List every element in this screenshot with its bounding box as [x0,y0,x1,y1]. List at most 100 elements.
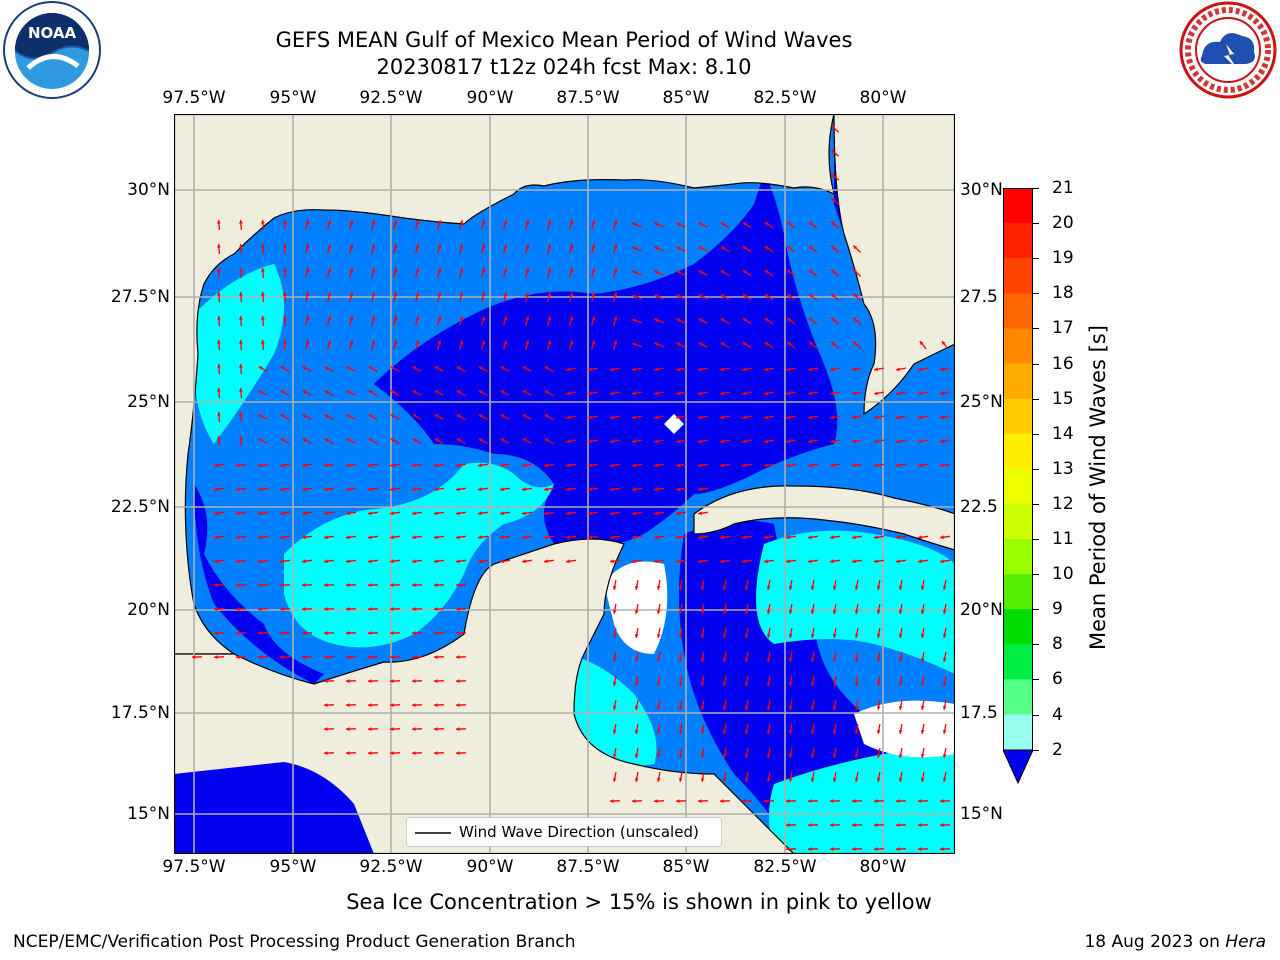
wind-wave-arrow [631,415,643,420]
wind-wave-arrow [653,487,665,492]
wind-wave-arrow [634,771,639,783]
wind-wave-arrow [389,535,401,540]
wind-wave-arrow [239,387,243,399]
wind-wave-arrow [261,267,265,279]
lat-tick-label-left: 25°N [127,392,170,412]
wind-wave-arrow [830,317,840,325]
wind-wave-arrow [301,631,313,635]
wind-wave-arrow [676,222,686,228]
wind-wave-arrow [213,607,225,611]
wind-wave-arrow [653,415,665,420]
lat-tick-label-left: 20°N [127,600,170,620]
wind-wave-arrow [898,723,903,735]
colorbar-segment [1003,258,1033,294]
wind-wave-arrow [632,222,642,228]
wind-wave-arrow [741,463,753,468]
wind-wave-arrow [327,340,332,350]
wind-wave-arrow [437,220,442,230]
lon-tick-label-bottom: 90°W [466,857,514,877]
colorbar-extend-min [1002,749,1034,785]
wind-wave-arrow [433,751,445,755]
wind-wave-arrow [279,583,291,587]
map-title: GEFS MEAN Gulf of Mexico Mean Period of … [275,28,853,52]
wind-wave-arrow [323,607,335,611]
colorbar-tick-mark [1033,433,1039,435]
wind-wave-arrow [939,463,951,468]
wind-wave-arrow [785,799,797,803]
wind-wave-arrow [917,391,929,396]
wind-wave-arrow [371,340,376,350]
wind-wave-arrow [832,771,837,783]
wind-wave-arrow [675,535,687,540]
colorbar-tick-label: 10 [1052,564,1074,585]
colorbar-segment [1003,644,1033,680]
wind-wave-arrow [587,487,599,492]
wind-wave-arrow [213,511,225,516]
wind-wave-arrow [543,487,555,492]
wind-wave-arrow [876,651,881,663]
legend-box: Wind Wave Direction (unscaled) [406,817,722,847]
wind-wave-arrow [609,439,621,444]
wind-wave-arrow [415,340,420,350]
wind-wave-arrow [412,389,422,397]
wind-wave-arrow [810,579,815,591]
lon-tick-label-top: 97.5°W [162,88,226,108]
wind-wave-arrow [873,439,885,444]
wind-wave-arrow [917,367,929,372]
wind-wave-arrow [722,579,727,591]
wind-wave-arrow [654,270,664,276]
wind-wave-arrow [829,439,841,444]
colorbar-tick-label: 8 [1052,634,1063,655]
wind-wave-arrow [698,294,708,300]
wind-wave-arrow [810,675,815,687]
colorbar-tick-mark [1033,468,1039,470]
wind-wave-arrow [895,463,907,468]
colorbar-tick-mark [1033,328,1039,330]
wind-wave-arrow [851,847,863,851]
wind-wave-arrow [766,579,771,591]
wind-wave-arrow [569,292,574,302]
wind-wave-arrow [367,487,379,492]
wind-wave-arrow [279,559,291,564]
wind-wave-arrow [764,293,774,301]
wind-wave-arrow [613,220,618,230]
wind-wave-arrow [349,292,354,302]
wind-wave-arrow [942,675,947,687]
wind-wave-arrow [393,220,398,230]
wind-wave-arrow [525,340,530,350]
wind-wave-arrow [543,511,555,516]
wind-wave-arrow [499,463,511,468]
period-high-region [769,744,955,854]
wind-wave-arrow [698,318,708,324]
wind-wave-arrow [393,268,398,278]
wind-wave-arrow [324,437,334,445]
wind-wave-arrow [719,439,731,444]
wind-wave-arrow [503,244,508,254]
wind-wave-arrow [283,243,287,255]
wind-wave-arrow [785,847,797,851]
wind-wave-arrow [217,243,221,255]
wind-wave-arrow [612,627,617,639]
wind-wave-arrow [433,559,445,564]
wind-wave-arrow [719,559,731,564]
wind-wave-arrow [411,559,423,564]
wind-wave-arrow [455,511,467,516]
wind-wave-arrow [656,651,661,663]
wind-wave-arrow [920,579,925,591]
wind-wave-arrow [547,220,552,230]
wind-wave-arrow [437,292,442,302]
wind-wave-arrow [327,316,332,326]
wind-wave-arrow [345,607,357,611]
wind-wave-arrow [345,559,357,564]
colorbar-tick-label: 12 [1052,493,1074,514]
wind-wave-arrow [302,365,312,373]
wind-wave-arrow [213,655,225,659]
wind-wave-arrow [213,583,225,587]
wind-wave-arrow [390,413,400,421]
lat-tick-label-right: 20°N [960,600,1003,620]
wind-wave-arrow [852,341,862,349]
wind-wave-arrow [279,487,291,492]
wind-wave-arrow [565,415,577,420]
wind-wave-arrow [851,391,863,396]
wind-wave-arrow [939,559,951,564]
